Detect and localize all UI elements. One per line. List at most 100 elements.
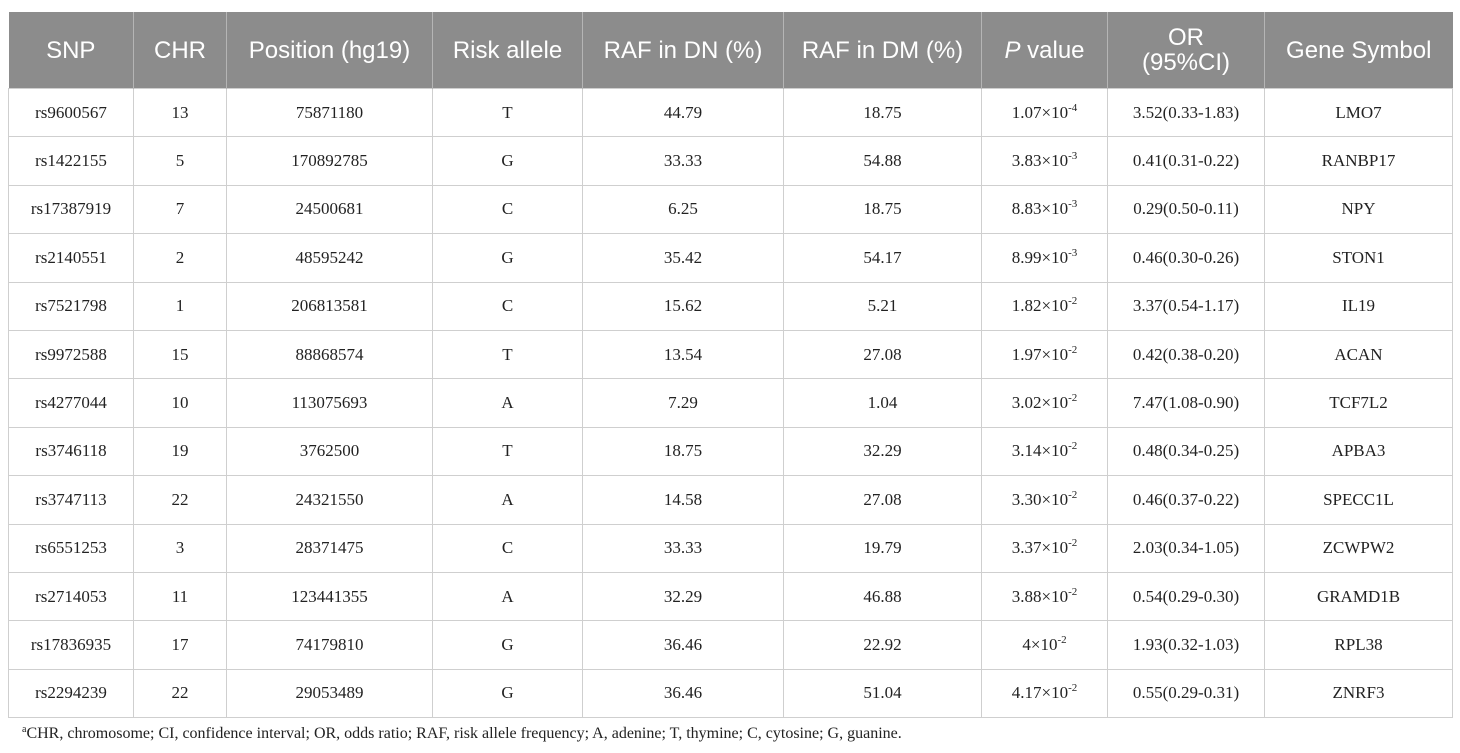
cell-raf-dn: 13.54 — [582, 329, 784, 380]
cell-risk-allele: G — [432, 233, 583, 283]
cell-gene-symbol: RPL38 — [1264, 620, 1453, 670]
header-p-value-italic: P — [1004, 36, 1021, 64]
cell-position: 74179810 — [226, 620, 433, 670]
header-gene-symbol: Gene Symbol — [1264, 12, 1453, 89]
cell-raf-dn: 18.75 — [582, 426, 784, 477]
cell-chr: 2 — [133, 233, 227, 283]
cell-or: 0.29(0.50-0.11) — [1107, 184, 1265, 235]
cell-raf-dm: 54.17 — [783, 233, 982, 283]
header-risk-allele: Risk allele — [432, 12, 583, 89]
p-value-exponent: -3 — [1068, 198, 1078, 211]
p-value-exponent: -2 — [1068, 392, 1078, 405]
cell-gene-symbol: ZNRF3 — [1264, 668, 1453, 719]
cell-raf-dm: 5.21 — [783, 281, 982, 331]
table-row: rs3746118 19 3762500 T 18.75 32.29 3.14×10-2 0.… — [8, 426, 1453, 477]
cell-raf-dn: 33.33 — [582, 136, 784, 186]
cell-or: 7.47(1.08-0.90) — [1107, 378, 1265, 428]
cell-p-value: 8.83×10-3 — [981, 184, 1108, 235]
cell-snp: rs9600567 — [8, 87, 134, 138]
cell-risk-allele: T — [432, 87, 583, 138]
cell-snp: rs17836935 — [8, 620, 134, 670]
cell-snp: rs9972588 — [8, 329, 134, 380]
cell-or: 0.55(0.29-0.31) — [1107, 668, 1265, 719]
p-value-exponent: -2 — [1068, 295, 1078, 308]
table-row: rs3747113 22 24321550 A 14.58 27.08 3.30×10-2 0… — [8, 475, 1453, 525]
cell-chr: 10 — [133, 378, 227, 428]
cell-raf-dm: 27.08 — [783, 475, 982, 525]
cell-position: 170892785 — [226, 136, 433, 186]
cell-position: 3762500 — [226, 426, 433, 477]
p-value-base: 3.88×10 — [1011, 586, 1069, 606]
cell-raf-dm: 22.92 — [783, 620, 982, 670]
cell-risk-allele: T — [432, 426, 583, 477]
cell-chr: 15 — [133, 329, 227, 380]
cell-chr: 11 — [133, 571, 227, 622]
cell-risk-allele: A — [432, 571, 583, 622]
cell-raf-dn: 33.33 — [582, 523, 784, 573]
header-or-line2: (95%CI) — [1141, 49, 1231, 76]
header-p-value: P value — [981, 12, 1108, 89]
table-row: rs2714053 11 123441355 A 32.29 46.88 3.88×10-2… — [8, 571, 1453, 622]
p-value-base: 4.17×10 — [1011, 683, 1069, 703]
cell-or: 0.46(0.37-0.22) — [1107, 475, 1265, 525]
p-value-base: 3.30×10 — [1011, 489, 1069, 509]
cell-risk-allele: A — [432, 475, 583, 525]
cell-gene-symbol: LMO7 — [1264, 87, 1453, 138]
footnote-marker: a — [22, 724, 27, 735]
cell-raf-dn: 6.25 — [582, 184, 784, 235]
cell-chr: 17 — [133, 620, 227, 670]
p-value-base: 4×10 — [1022, 634, 1058, 654]
cell-chr: 13 — [133, 87, 227, 138]
cell-or: 0.54(0.29-0.30) — [1107, 571, 1265, 622]
cell-position: 48595242 — [226, 233, 433, 283]
table-header-row: SNP CHR Position (hg19) Risk allele RAF … — [8, 12, 1453, 89]
cell-gene-symbol: GRAMD1B — [1264, 571, 1453, 622]
p-value-base: 8.83×10 — [1011, 199, 1069, 219]
cell-p-value: 4×10-2 — [981, 620, 1108, 670]
cell-gene-symbol: SPECC1L — [1264, 475, 1453, 525]
cell-raf-dm: 51.04 — [783, 668, 982, 719]
cell-snp: rs2294239 — [8, 668, 134, 719]
header-raf-dm: RAF in DM (%) — [783, 12, 982, 89]
table-row: rs6551253 3 28371475 C 33.33 19.79 3.37×10-2 2.… — [8, 523, 1453, 573]
p-value-base: 3.83×10 — [1011, 151, 1069, 171]
cell-or: 3.37(0.54-1.17) — [1107, 281, 1265, 331]
cell-gene-symbol: TCF7L2 — [1264, 378, 1453, 428]
cell-gene-symbol: ZCWPW2 — [1264, 523, 1453, 573]
p-value-exponent: -2 — [1068, 682, 1078, 695]
cell-position: 88868574 — [226, 329, 433, 380]
table-row: rs7521798 1 206813581 C 15.62 5.21 1.82×10-2 3.… — [8, 281, 1453, 331]
cell-or: 3.52(0.33-1.83) — [1107, 87, 1265, 138]
p-value-exponent: -3 — [1068, 150, 1078, 163]
table-row: rs1422155 5 170892785 G 33.33 54.88 3.83×10-3 0… — [8, 136, 1453, 186]
cell-gene-symbol: STON1 — [1264, 233, 1453, 283]
header-position: Position (hg19) — [226, 12, 433, 89]
p-value-exponent: -2 — [1057, 633, 1067, 646]
cell-snp: rs4277044 — [8, 378, 134, 428]
cell-raf-dn: 36.46 — [582, 620, 784, 670]
cell-snp: rs17387919 — [8, 184, 134, 235]
p-value-base: 3.37×10 — [1011, 538, 1069, 558]
cell-raf-dm: 1.04 — [783, 378, 982, 428]
cell-risk-allele: G — [432, 668, 583, 719]
cell-position: 123441355 — [226, 571, 433, 622]
p-value-base: 3.02×10 — [1011, 393, 1069, 413]
p-value-exponent: -2 — [1068, 585, 1078, 598]
table-body: rs9600567 13 75871180 T 44.79 18.75 1.07×10-4 3… — [8, 87, 1453, 719]
cell-chr: 19 — [133, 426, 227, 477]
cell-raf-dn: 35.42 — [582, 233, 784, 283]
cell-raf-dm: 27.08 — [783, 329, 982, 380]
cell-gene-symbol: APBA3 — [1264, 426, 1453, 477]
snp-table-container: SNP CHR Position (hg19) Risk allele RAF … — [8, 12, 1453, 719]
cell-p-value: 3.83×10-3 — [981, 136, 1108, 186]
cell-risk-allele: C — [432, 523, 583, 573]
cell-snp: rs7521798 — [8, 281, 134, 331]
cell-raf-dn: 7.29 — [582, 378, 784, 428]
cell-or: 0.46(0.30-0.26) — [1107, 233, 1265, 283]
cell-or: 0.41(0.31-0.22) — [1107, 136, 1265, 186]
header-or: OR (95%CI) — [1107, 12, 1265, 89]
p-value-exponent: -4 — [1068, 101, 1078, 114]
header-p-value-rest: value — [1020, 36, 1085, 64]
cell-chr: 22 — [133, 668, 227, 719]
cell-gene-symbol: IL19 — [1264, 281, 1453, 331]
